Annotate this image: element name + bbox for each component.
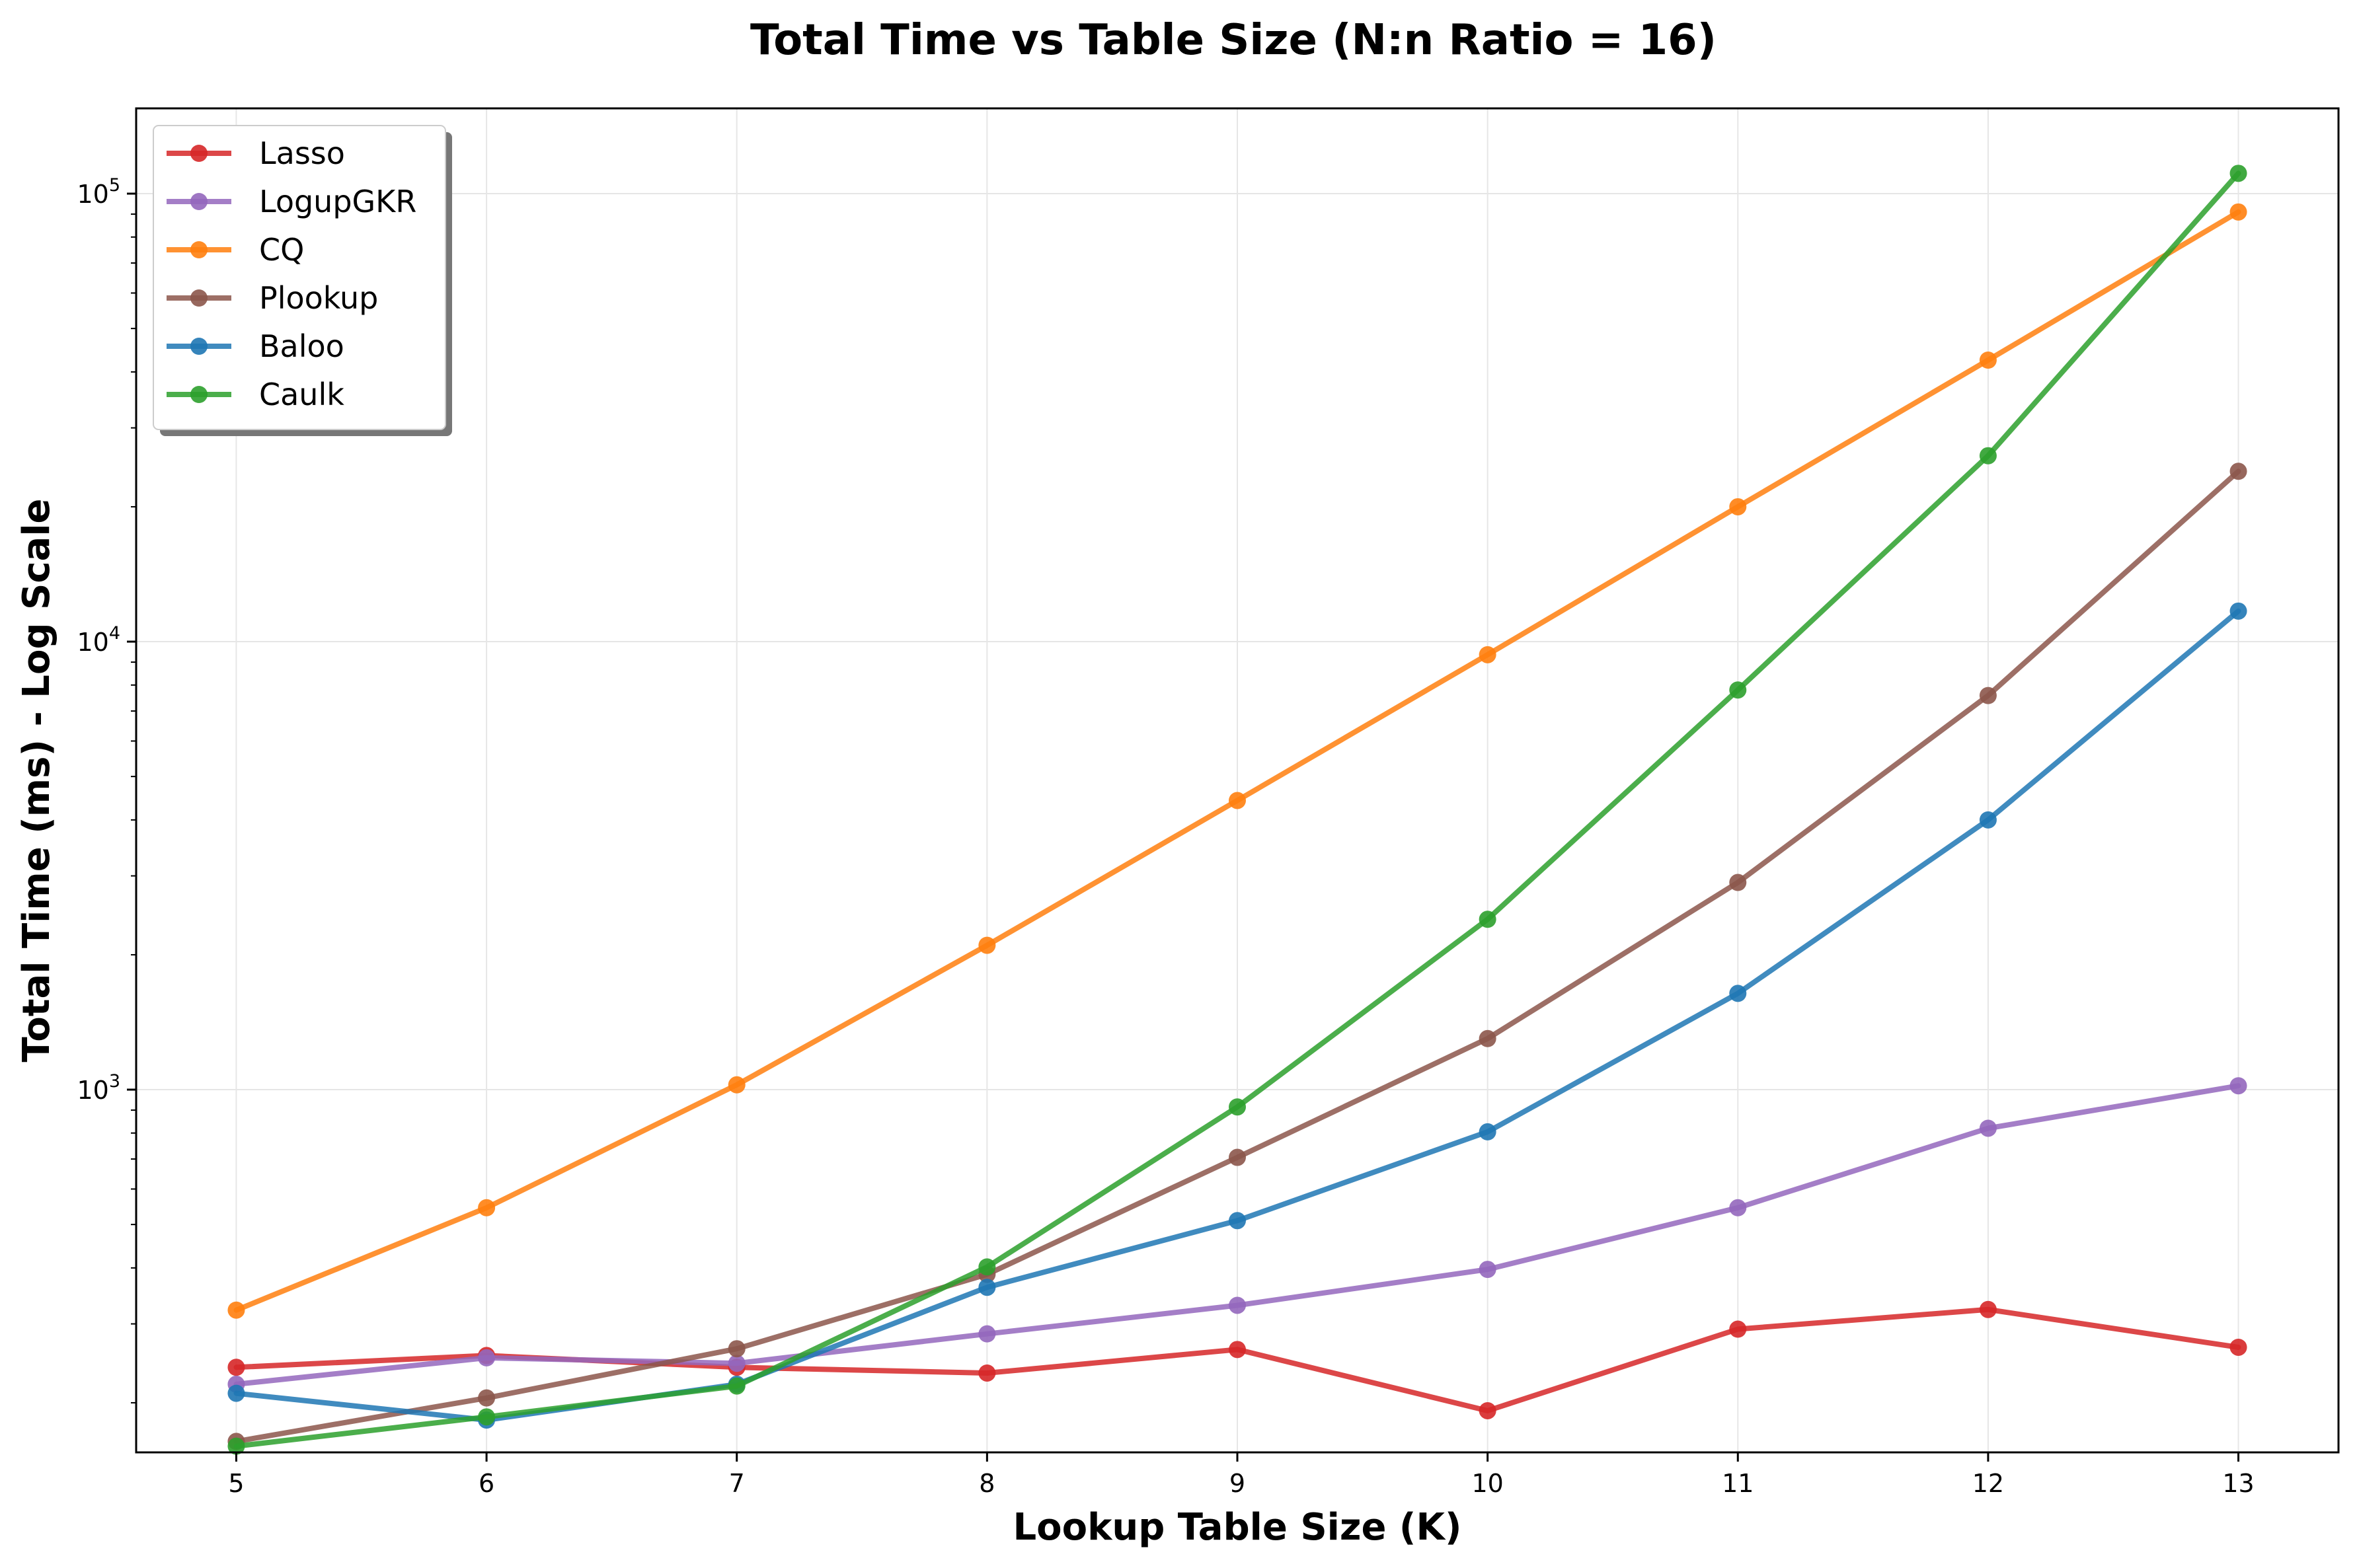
- y-tick-label: 104: [77, 623, 120, 657]
- data-point-lasso: [1229, 1341, 1246, 1359]
- data-point-logupgkr: [1979, 1119, 1997, 1137]
- data-point-baloo: [1979, 811, 1997, 829]
- axis-ticks: 5 6 7 8 9 10 11 12 13 103 104 105: [77, 175, 2254, 1498]
- data-point-logupgkr: [978, 1325, 996, 1343]
- data-point-baloo: [1729, 985, 1747, 1002]
- data-point-caulk: [1229, 1098, 1246, 1116]
- legend-swatch-marker-baloo: [190, 338, 208, 355]
- data-point-plookup: [1979, 687, 1997, 704]
- x-tick-label: 7: [729, 1469, 745, 1498]
- y-tick-label: 103: [77, 1071, 120, 1105]
- legend-label-lasso: Lasso: [259, 135, 345, 171]
- data-point-caulk: [728, 1377, 746, 1395]
- chart-title: Total Time vs Table Size (N:n Ratio = 16…: [750, 16, 1717, 65]
- data-point-baloo: [2229, 602, 2247, 620]
- legend-swatch-marker-cq: [190, 241, 208, 258]
- data-point-cq: [227, 1301, 245, 1319]
- data-point-cq: [728, 1076, 746, 1094]
- data-point-plookup: [1729, 874, 1747, 891]
- data-point-plookup: [1229, 1148, 1246, 1166]
- legend-label-cq: CQ: [259, 232, 304, 268]
- data-point-lasso: [2229, 1338, 2247, 1356]
- y-tick-label: 105: [77, 175, 120, 209]
- legend-label-logupgkr: LogupGKR: [259, 184, 416, 219]
- data-point-cq: [1729, 498, 1747, 515]
- data-point-logupgkr: [478, 1349, 496, 1366]
- data-point-lasso: [978, 1364, 996, 1382]
- legend-swatch-marker-caulk: [190, 386, 208, 403]
- data-point-logupgkr: [1479, 1261, 1496, 1279]
- x-tick-label: 5: [228, 1469, 244, 1498]
- data-point-caulk: [227, 1437, 245, 1455]
- data-point-caulk: [978, 1258, 996, 1276]
- data-point-plookup: [1479, 1029, 1496, 1047]
- data-point-cq: [1479, 646, 1496, 663]
- data-point-baloo: [1229, 1212, 1246, 1230]
- data-point-lasso: [227, 1359, 245, 1376]
- legend-label-plookup: Plookup: [259, 280, 378, 316]
- legend-label-caulk: Caulk: [259, 377, 344, 412]
- x-tick-label: 10: [1471, 1469, 1503, 1498]
- x-tick-label: 8: [979, 1469, 995, 1498]
- data-point-caulk: [478, 1408, 496, 1426]
- legend-swatch-marker-plookup: [190, 289, 208, 307]
- legend-swatch-marker-logupgkr: [190, 193, 208, 210]
- data-point-caulk: [1479, 911, 1496, 928]
- data-point-lasso: [1979, 1300, 1997, 1318]
- data-point-lasso: [1479, 1401, 1496, 1419]
- y-axis-label: Total Time (ms) - Log Scale: [15, 498, 58, 1062]
- data-point-lasso: [1729, 1320, 1747, 1338]
- data-point-caulk: [1729, 681, 1747, 699]
- data-point-baloo: [227, 1384, 245, 1402]
- grid: [136, 108, 2338, 1452]
- data-point-caulk: [2229, 165, 2247, 182]
- data-point-cq: [978, 936, 996, 954]
- data-point-logupgkr: [2229, 1077, 2247, 1095]
- x-tick-label: 12: [1972, 1469, 2004, 1498]
- x-tick-label: 13: [2222, 1469, 2254, 1498]
- x-tick-label: 11: [1722, 1469, 1754, 1498]
- data-point-caulk: [1979, 447, 1997, 465]
- legend: Lasso LogupGKR CQ Plookup Baloo Caulk: [153, 125, 452, 436]
- data-point-plookup: [478, 1389, 496, 1407]
- data-point-baloo: [978, 1279, 996, 1296]
- data-point-baloo: [1479, 1123, 1496, 1140]
- data-point-cq: [2229, 203, 2247, 221]
- data-point-plookup: [728, 1340, 746, 1358]
- legend-swatch-marker-lasso: [190, 145, 208, 162]
- x-tick-label: 6: [479, 1469, 494, 1498]
- legend-label-baloo: Baloo: [259, 328, 344, 364]
- x-axis-label: Lookup Table Size (K): [1013, 1506, 1461, 1549]
- data-point-logupgkr: [1229, 1296, 1246, 1314]
- plot-series: [227, 165, 2247, 1455]
- x-tick-label: 9: [1229, 1469, 1245, 1498]
- data-point-logupgkr: [1729, 1199, 1747, 1216]
- data-point-cq: [478, 1199, 496, 1216]
- data-point-plookup: [2229, 463, 2247, 480]
- data-point-logupgkr: [728, 1355, 746, 1372]
- data-point-cq: [1229, 792, 1246, 809]
- data-point-cq: [1979, 351, 1997, 369]
